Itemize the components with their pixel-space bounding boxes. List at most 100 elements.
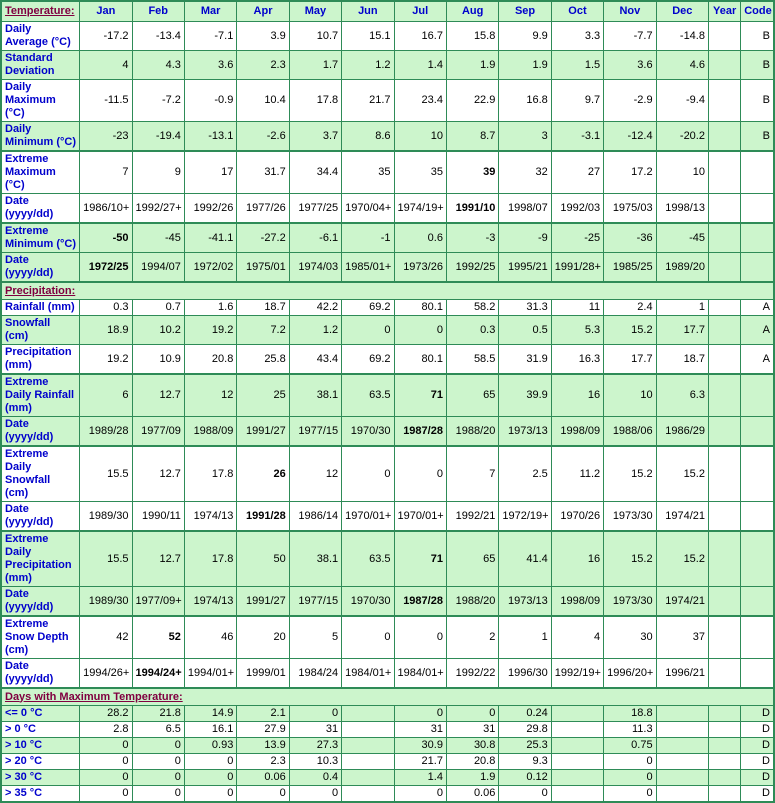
cell-jun: 35 xyxy=(341,150,395,194)
cell-nov: -36 xyxy=(603,222,657,253)
cell-apr: 13.9 xyxy=(236,737,290,754)
cell-dec: 10 xyxy=(655,150,709,194)
cell-apr: 25.8 xyxy=(236,344,290,375)
column-header-oct: Oct xyxy=(550,0,605,22)
cell-nov: 0 xyxy=(603,785,657,803)
cell-aug: 8.7 xyxy=(445,121,500,152)
cell-apr: -2.6 xyxy=(236,121,290,152)
cell-oct: 11.2 xyxy=(550,445,605,502)
cell-aug: 1992/22 xyxy=(445,658,500,689)
cell-sep: 25.3 xyxy=(498,737,552,754)
cell-jul: 0 xyxy=(393,445,447,502)
row-label: Daily Maximum (°C) xyxy=(0,79,81,122)
cell-jan: 6 xyxy=(79,373,133,417)
cell-year xyxy=(707,315,742,345)
cell-jun xyxy=(341,705,395,722)
cell-mar: -41.1 xyxy=(183,222,238,253)
row-label: > 30 °C xyxy=(0,769,81,786)
cell-year xyxy=(707,21,742,51)
cell-aug: 1988/20 xyxy=(445,586,500,617)
cell-year xyxy=(707,150,742,194)
column-header-code: Code xyxy=(740,0,775,22)
cell-oct: 1992/19+ xyxy=(550,658,605,689)
cell-sep: 1973/13 xyxy=(498,416,552,447)
table-row: > 10 °C 0 0 0.93 13.9 27.3 30.9 30.8 25.3 0.75 D xyxy=(0,737,775,754)
cell-jun: 1970/01+ xyxy=(341,501,395,532)
cell-may: 3.7 xyxy=(288,121,343,152)
cell-aug: -3 xyxy=(445,222,500,253)
cell-code: B xyxy=(740,121,775,152)
cell-year xyxy=(707,222,742,253)
cell-sep: 2.5 xyxy=(498,445,552,502)
cell-dec: 15.2 xyxy=(655,530,709,587)
table-row: Date (yyyy/dd) 1989/30 1990/11 1974/13 1991/… xyxy=(0,501,775,532)
cell-apr: 0 xyxy=(236,785,290,803)
table-row: > 0 °C 2.8 6.5 16.1 27.9 31 31 31 29.8 11.3 D xyxy=(0,721,775,738)
cell-oct: 1998/09 xyxy=(550,586,605,617)
row-label: Date (yyyy/dd) xyxy=(0,501,81,532)
cell-jun: 63.5 xyxy=(341,373,395,417)
cell-may: 31 xyxy=(288,721,343,738)
table-row: Extreme Daily Snowfall (cm) 15.5 12.7 17.8 2… xyxy=(0,445,775,502)
cell-oct xyxy=(550,737,605,754)
table-row: Date (yyyy/dd) 1994/26+ 1994/24+ 1994/01+ 19… xyxy=(0,658,775,689)
row-label: Date (yyyy/dd) xyxy=(0,252,81,283)
cell-code: D xyxy=(740,737,775,754)
cell-sep: 0.12 xyxy=(498,769,552,786)
cell-mar: 1988/09 xyxy=(183,416,238,447)
table-row: Precipitation (mm) 19.2 10.9 20.8 25.8 43.4 69… xyxy=(0,344,775,375)
cell-nov: -12.4 xyxy=(603,121,657,152)
table-row: > 20 °C 0 0 0 2.3 10.3 21.7 20.8 9.3 0 D xyxy=(0,753,775,770)
cell-mar: 0.93 xyxy=(183,737,238,754)
cell-nov: -2.9 xyxy=(603,79,657,122)
cell-year xyxy=(707,658,742,689)
table-row: Daily Average (°C) -17.2 -13.4 -7.1 3.9 10.7 1… xyxy=(0,21,775,51)
cell-nov: 15.2 xyxy=(603,445,657,502)
cell-sep: 29.8 xyxy=(498,721,552,738)
column-header-mar: Mar xyxy=(183,0,238,22)
cell-dec xyxy=(655,737,709,754)
row-label: Extreme Daily Snowfall (cm) xyxy=(0,445,81,502)
cell-oct xyxy=(550,753,605,770)
cell-jul: 0 xyxy=(393,785,447,803)
cell-sep: 0.24 xyxy=(498,705,552,722)
cell-jun: 69.2 xyxy=(341,344,395,375)
cell-apr: 0.06 xyxy=(236,769,290,786)
section-divider-row: Days with Maximum Temperature: xyxy=(0,687,775,706)
cell-oct: 4 xyxy=(550,615,605,659)
cell-mar: -13.1 xyxy=(183,121,238,152)
cell-jan: 0 xyxy=(79,737,133,754)
cell-apr: 27.9 xyxy=(236,721,290,738)
cell-code xyxy=(740,658,775,689)
cell-year xyxy=(707,50,742,80)
cell-aug: 15.8 xyxy=(445,21,500,51)
cell-jan: 4 xyxy=(79,50,133,80)
cell-year xyxy=(707,121,742,152)
table-row: Daily Maximum (°C) -11.5 -7.2 -0.9 10.4 17.8 2… xyxy=(0,79,775,122)
cell-dec: 1996/21 xyxy=(655,658,709,689)
cell-may: 10.3 xyxy=(288,753,343,770)
column-header-aug: Aug xyxy=(445,0,500,22)
cell-may: 17.8 xyxy=(288,79,343,122)
cell-aug: 0 xyxy=(445,705,500,722)
cell-code xyxy=(740,530,775,587)
section-header-precipitation: Precipitation: xyxy=(0,281,775,300)
cell-may: 5 xyxy=(288,615,343,659)
cell-jan: 0 xyxy=(79,785,133,803)
row-label: Date (yyyy/dd) xyxy=(0,193,81,224)
section-divider-row: Precipitation: xyxy=(0,281,775,300)
cell-feb: 0.7 xyxy=(131,299,185,316)
cell-may: 34.4 xyxy=(288,150,343,194)
cell-code xyxy=(740,501,775,532)
cell-mar: 14.9 xyxy=(183,705,238,722)
cell-year xyxy=(707,299,742,316)
cell-jun xyxy=(341,769,395,786)
cell-dec: 1974/21 xyxy=(655,586,709,617)
cell-code: D xyxy=(740,705,775,722)
cell-dec: -9.4 xyxy=(655,79,709,122)
cell-jul: 31 xyxy=(393,721,447,738)
cell-nov: 15.2 xyxy=(603,315,657,345)
cell-aug: 1992/25 xyxy=(445,252,500,283)
cell-nov: 0.75 xyxy=(603,737,657,754)
table-row: Rainfall (mm) 0.3 0.7 1.6 18.7 42.2 69.2 80.1 58… xyxy=(0,299,775,316)
